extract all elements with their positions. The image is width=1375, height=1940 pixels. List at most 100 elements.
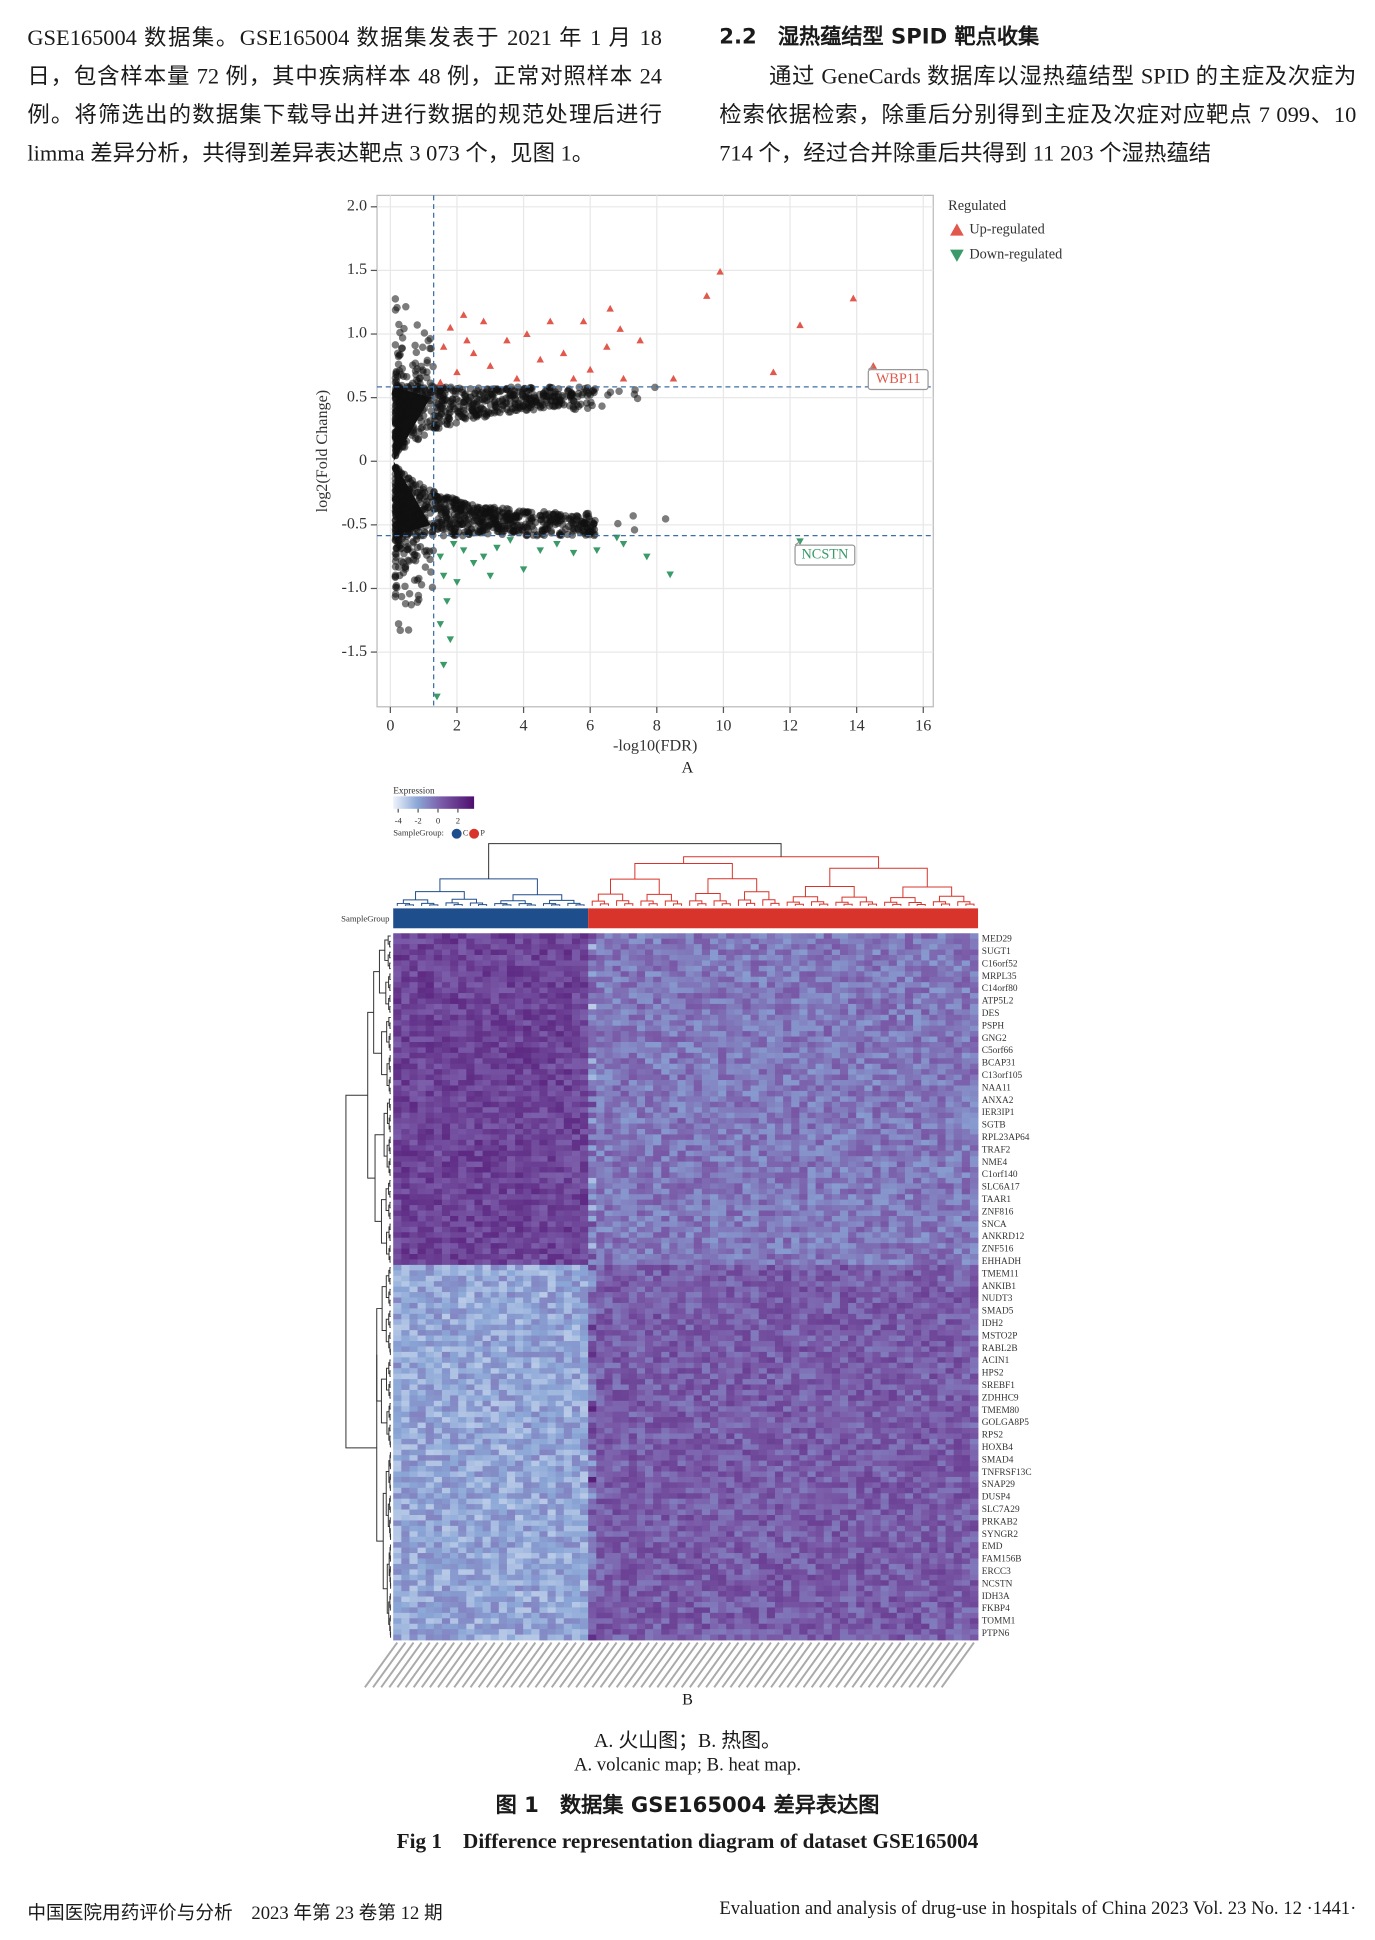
heatmap-cell: [498, 1052, 508, 1059]
heatmap-cell: [953, 933, 963, 940]
heatmap-cell: [669, 1031, 678, 1037]
heatmap-cell: [758, 1167, 768, 1173]
heatmap-cell: [409, 1074, 418, 1081]
x-tick-label: 10: [715, 717, 731, 734]
heatmap-cell: [677, 1134, 687, 1141]
heatmap-cell: [466, 1009, 475, 1016]
heatmap-cell: [482, 1150, 492, 1157]
heatmap-cell: [896, 1063, 906, 1070]
heatmap-cell: [945, 1085, 955, 1092]
heatmap-cell: [612, 955, 622, 961]
heatmap-cell: [945, 1107, 955, 1114]
heatmap-cell: [531, 1167, 540, 1173]
heatmap-cell: [823, 976, 833, 983]
heatmap-cell: [596, 949, 605, 956]
heatmap-cell: [969, 1003, 979, 1010]
heatmap-cell: [807, 1118, 816, 1124]
heatmap-cell: [726, 965, 735, 972]
heatmap-cell: [661, 965, 670, 972]
heatmap-cell: [645, 1128, 654, 1135]
heatmap-cell: [961, 1172, 971, 1179]
heatmap-cell: [969, 949, 979, 956]
heatmap-cell: [953, 1009, 963, 1016]
heatmap-cell: [506, 1025, 516, 1032]
heatmap-cell: [742, 1112, 751, 1119]
heatmap-cell: [969, 960, 979, 967]
heatmap-cell: [620, 1074, 630, 1081]
heatmap-cell: [693, 1183, 703, 1190]
figure: 0 2 4 6 8 10 12 14 162.01.51.00.50-0.5-1.0-1.5-l…: [314, 194, 1062, 1688]
heatmap-cell: [677, 1074, 687, 1081]
heatmap-cell: [628, 965, 638, 972]
heatmap-cell: [661, 1036, 670, 1043]
heatmap-cell: [661, 1177, 670, 1184]
heatmap-cell: [458, 1047, 467, 1054]
heatmap-cell: [750, 1025, 760, 1032]
heatmap-cell: [726, 1080, 735, 1086]
heatmap-cell: [929, 1052, 938, 1059]
heatmap-cell: [774, 998, 784, 1005]
heatmap-cell: [441, 993, 451, 999]
heatmap-cell: [701, 1156, 711, 1162]
x-tick-label: 2: [453, 717, 461, 734]
heatmap-cell: [913, 965, 922, 972]
heatmap-cell: [742, 1058, 751, 1065]
heatmap-cell: [669, 1134, 678, 1141]
heatmap-cell: [718, 1183, 727, 1190]
heatmap-cell: [766, 1025, 776, 1032]
heatmap-cell: [498, 955, 508, 961]
heatmap-cell: [604, 965, 613, 972]
heatmap-cell: [945, 971, 955, 978]
heatmap-cell: [677, 998, 687, 1005]
heatmap-cell: [547, 1134, 557, 1141]
heatmap-cell: [669, 1003, 678, 1010]
heatmap-cell: [758, 1134, 768, 1141]
heatmap-cell: [677, 1003, 687, 1010]
heatmap-cell: [433, 1003, 443, 1010]
heatmap-cell: [766, 982, 776, 988]
heatmap-cell: [490, 1020, 500, 1027]
heatmap-cell: [783, 1069, 792, 1075]
heatmap-cell: [791, 1020, 800, 1027]
heatmap-cell: [693, 1177, 703, 1184]
heatmap-cell: [588, 1036, 597, 1043]
heatmap-cell: [433, 1188, 443, 1195]
heatmap-cell: [393, 1052, 402, 1059]
heatmap-cell: [742, 938, 751, 945]
heatmap-cell: [888, 1167, 898, 1173]
heatmap-cell: [815, 1145, 825, 1152]
heatmap-cell: [831, 1123, 841, 1130]
heatmap-cell: [961, 998, 971, 1005]
heatmap-cell: [653, 1047, 662, 1054]
heatmap-cell: [750, 1074, 760, 1081]
heatmap-cell: [677, 1041, 687, 1048]
heatmap-cell: [799, 1161, 808, 1168]
heatmap-cell: [831, 1183, 841, 1190]
heatmap-cell: [815, 1014, 825, 1021]
heatmap-cell: [685, 1145, 695, 1152]
heatmap-cell: [450, 1031, 459, 1037]
heatmap-cell: [612, 971, 622, 978]
heatmap-cell: [425, 1009, 435, 1016]
heatmap-cell: [766, 971, 776, 978]
heatmap-cell: [458, 1188, 467, 1195]
heatmap-cell: [693, 949, 703, 956]
heatmap-cell: [961, 1052, 971, 1059]
heatmap-cell: [937, 1145, 946, 1152]
heatmap-cell: [547, 971, 557, 978]
heatmap-cell: [937, 1009, 946, 1016]
heatmap-cell: [888, 1112, 898, 1119]
heatmap-cell: [563, 1145, 573, 1152]
heatmap-cell: [636, 1128, 646, 1135]
heatmap-cell: [856, 1041, 865, 1048]
heatmap-cell: [482, 1090, 492, 1097]
background-point: [560, 401, 568, 409]
heatmap-cell: [393, 1161, 402, 1168]
heatmap-cell: [539, 993, 548, 999]
heatmap-cell: [718, 1096, 727, 1103]
heatmap-cell: [401, 1025, 410, 1032]
heatmap-cell: [969, 1025, 979, 1032]
heatmap-cell: [596, 1183, 605, 1190]
heatmap-cell: [425, 1167, 435, 1173]
heatmap-cell: [929, 971, 938, 978]
